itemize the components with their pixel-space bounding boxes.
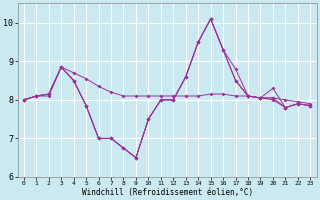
X-axis label: Windchill (Refroidissement éolien,°C): Windchill (Refroidissement éolien,°C) [82,188,253,197]
